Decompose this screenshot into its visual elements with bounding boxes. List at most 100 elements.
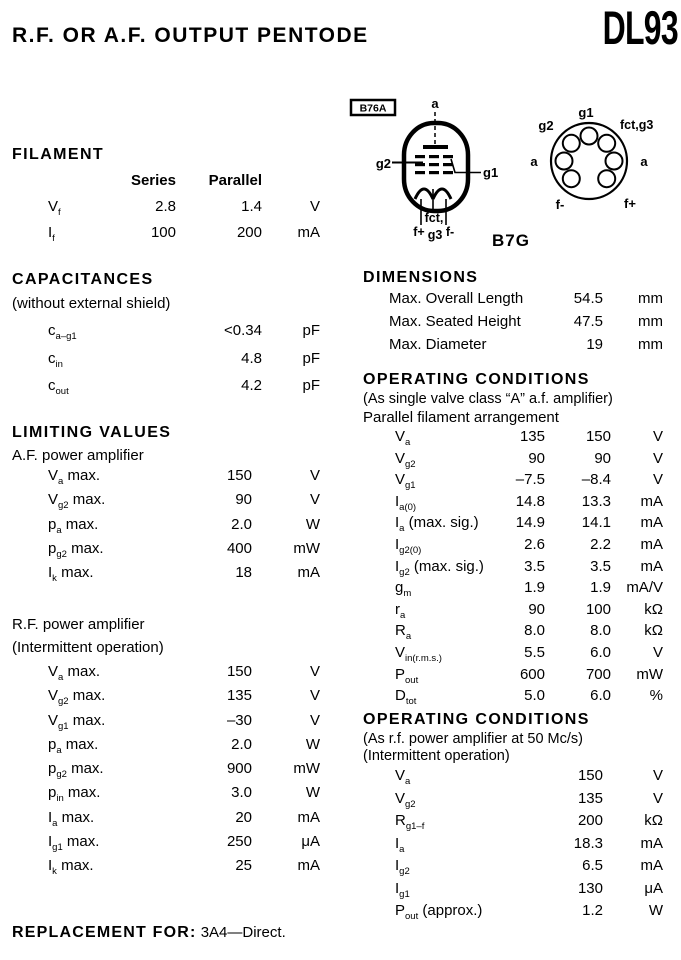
- cell-v1: 5.0: [524, 687, 545, 705]
- cell-value: 54.5: [573, 290, 603, 307]
- page-title: R.F. OR A.F. OUTPUT PENTODE: [12, 24, 369, 47]
- cell-label: Ia(0): [395, 492, 417, 513]
- model-number: DL93: [602, 1, 679, 54]
- cell-unit: V: [652, 428, 663, 445]
- oc-rf-table: Va 150 V Vg2 135 V Rg1–f 200 kΩ Ia 18.3 mA Ig2 6.5 mA I…: [363, 765, 663, 923]
- table-row: cout 4.2 pF: [12, 372, 324, 400]
- table-row: Ia 18.3 mA: [363, 833, 663, 856]
- table-row: Ig2(0) 2.6 2.2 mA: [363, 534, 663, 556]
- cell-v2: 3.5: [590, 557, 611, 575]
- table-row: Max. Seated Height 47.5 mm: [363, 310, 663, 333]
- cell-unit: W: [305, 515, 320, 533]
- base-type-label: B7G: [492, 231, 530, 250]
- cell-value: 150: [226, 663, 252, 680]
- cell-label: ca–g1: [48, 322, 77, 342]
- table-row: Va 150 V: [363, 765, 663, 788]
- cell-v2: 6.0: [590, 643, 611, 661]
- cell-value: 20: [235, 808, 252, 826]
- dimensions-heading: DIMENSIONS: [363, 269, 479, 286]
- tube-outline-diagram: B76A a g2 g1 fct, f+ g3 f-: [349, 96, 498, 242]
- cell-v1: 600: [519, 665, 545, 683]
- g1-label: g1: [483, 165, 498, 180]
- capacitances-table: ca–g1 <0.34 pF cin 4.8 pF cout 4.2 pF: [12, 317, 324, 400]
- replacement-line: REPLACEMENT FOR: 3A4—Direct.: [12, 924, 286, 942]
- cell-v1: 8.0: [524, 622, 545, 640]
- col-header-series: Series: [130, 172, 176, 189]
- pin-label-a-left: a: [530, 154, 538, 169]
- table-row: Ig2 6.5 mA: [363, 855, 663, 878]
- cell-unit: V: [652, 643, 663, 661]
- pin-label-fct-g3: fct,g3: [620, 118, 653, 132]
- cell-value: 400: [226, 539, 252, 557]
- cell-label: Ia: [395, 834, 405, 855]
- cell-v2: –8.4: [581, 471, 611, 489]
- cell-unit: mA: [640, 514, 664, 532]
- cell-label: Va max.: [48, 663, 100, 683]
- cell-value: 150: [577, 767, 603, 784]
- cell-unit: V: [652, 789, 663, 807]
- cell-label: Ig2 (max. sig.): [395, 557, 484, 578]
- cell-unit: V: [309, 491, 320, 509]
- table-row: Dtot 5.0 6.0%: [363, 685, 663, 707]
- outline-ref-box: [349, 98, 397, 117]
- cell-unit: W: [648, 902, 663, 919]
- table-row: Vg1 –7.5 –8.4 V: [363, 469, 663, 491]
- table-row: Pout 600 700 mW: [363, 664, 663, 686]
- table-row: pg2 max. 900 mW: [12, 757, 324, 781]
- cell-unit: mA: [640, 834, 664, 852]
- cell-unit: mW: [636, 665, 663, 683]
- cell-v1: 14.9: [515, 514, 545, 532]
- g2-label: g2: [376, 156, 391, 171]
- cell-label: Vg2: [395, 789, 416, 810]
- oc-rf-subtitle2: (Intermittent operation): [363, 748, 510, 764]
- cell-v1: 5.5: [524, 643, 545, 661]
- cell-unit: pF: [302, 377, 320, 394]
- cell-v2: 13.3: [581, 492, 611, 510]
- oc-rf-subtitle: (As r.f. power amplifier at 50 Mc/s): [363, 731, 583, 747]
- cell-label: Vf: [48, 198, 61, 218]
- cell-value: 19: [586, 336, 603, 353]
- table-row: Ik max. 18 mA: [12, 561, 324, 585]
- table-row: Va max. 150 V: [12, 660, 324, 684]
- cell-label: Rg1–f: [395, 812, 425, 832]
- oc-af-note: Parallel filament arrangement: [363, 409, 559, 426]
- cell-unit: mA/V: [626, 579, 663, 597]
- cell-label: pg2 max.: [48, 539, 104, 560]
- table-row: Ia(0) 14.8 13.3 mA: [363, 491, 663, 513]
- cell-v2: 8.0: [590, 622, 611, 640]
- table-row: Ig2 (max. sig.) 3.5 3.5 mA: [363, 556, 663, 578]
- cell-label: pin max.: [48, 784, 101, 805]
- cell-label: ra: [395, 600, 406, 621]
- pin-label-g2: g2: [538, 118, 553, 133]
- anode-label: a: [431, 96, 439, 111]
- table-row: ca–g1 <0.34 pF: [12, 317, 324, 345]
- cell-unit: V: [309, 198, 320, 215]
- table-row: Va 135 150 V: [363, 426, 663, 448]
- capacitances-subtitle: (without external shield): [12, 295, 171, 312]
- cell-value: 135: [226, 687, 252, 705]
- cell-unit: kΩ: [644, 812, 663, 829]
- table-row: If 100 200 mA: [12, 220, 324, 246]
- cell-label: Ig1 max.: [48, 833, 100, 854]
- cell-label: Pout (approx.): [395, 902, 483, 922]
- table-row: Vf 2.8 1.4 V: [12, 194, 324, 220]
- table-row: Vg2 max. 135 V: [12, 684, 324, 708]
- cell-label: pg2 max.: [48, 760, 104, 781]
- cell-value: 90: [235, 491, 252, 509]
- table-row: Vg2 max. 90 V: [12, 488, 324, 512]
- cell-parallel: 200: [236, 224, 262, 241]
- table-row: Vg2 90 90 V: [363, 448, 663, 470]
- cell-unit: mA: [297, 224, 321, 241]
- cell-unit: μA: [301, 833, 320, 851]
- cell-series: 100: [150, 224, 176, 241]
- cell-unit: mA: [640, 492, 664, 510]
- cell-label: Ia max.: [48, 808, 95, 829]
- table-row: pin max. 3.0 W: [12, 781, 324, 805]
- cell-v2: 90: [594, 449, 611, 467]
- cell-v2: 1.9: [590, 579, 611, 597]
- cell-label: Vg2 max.: [48, 687, 106, 708]
- table-row: Ik max. 25 mA: [12, 854, 324, 878]
- b7g-base-diagram: g1 g2 fct,g3 a a f- f+: [530, 105, 653, 212]
- cell-value: 2.0: [231, 515, 252, 533]
